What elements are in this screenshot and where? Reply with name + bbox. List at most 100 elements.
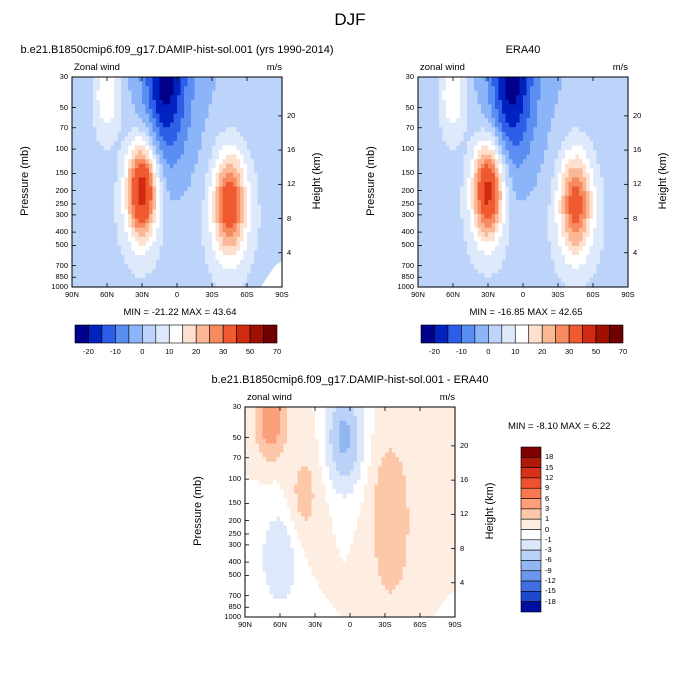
field-cell [428, 90, 433, 96]
field-cell [138, 259, 143, 265]
field-cell [215, 259, 220, 265]
field-cell [86, 81, 91, 87]
field-cell [558, 182, 563, 188]
field-cell [519, 108, 524, 115]
field-cell [149, 282, 154, 288]
field-cell [547, 168, 552, 174]
field-cell [614, 150, 619, 156]
field-cell [586, 90, 591, 96]
field-cell [568, 168, 573, 174]
field-cell [233, 186, 238, 192]
field-cell [607, 150, 612, 156]
field-cell [523, 200, 528, 206]
field-cell [467, 150, 472, 156]
field-cell [491, 131, 496, 137]
field-cell [579, 145, 584, 151]
field-cell [610, 163, 615, 169]
field-cell [516, 209, 521, 215]
field-cell [610, 131, 615, 137]
field-cell [460, 145, 465, 151]
field-cell [236, 154, 241, 160]
field-cell [250, 264, 255, 270]
field-cell [463, 104, 468, 110]
field-cell [201, 136, 206, 142]
field-cell [502, 81, 507, 87]
field-cell [243, 259, 248, 265]
field-cell [442, 168, 447, 174]
field-cell [544, 218, 549, 224]
field-cell [435, 223, 440, 229]
field-cell [484, 90, 489, 96]
field-cell [177, 213, 182, 220]
field-cell [107, 241, 112, 247]
field-cell [159, 150, 164, 156]
field-cell [484, 204, 489, 210]
field-cell [159, 81, 164, 87]
field-cell [586, 159, 591, 165]
field-cell [229, 218, 234, 224]
field-cell [544, 213, 549, 220]
field-cell [191, 104, 196, 110]
field-cell [107, 218, 112, 224]
field-cell [152, 145, 157, 151]
field-cell [131, 213, 136, 220]
field-cell [474, 104, 479, 110]
field-cell [180, 172, 185, 179]
field-cell [100, 200, 105, 206]
field-cell [491, 232, 496, 238]
field-cell [484, 168, 489, 174]
field-cell [103, 77, 108, 83]
field-cell [586, 154, 591, 160]
field-cell [579, 200, 584, 206]
field-cell [201, 209, 206, 215]
field-cell [264, 104, 269, 110]
field-cell [79, 200, 84, 206]
field-cell [561, 200, 566, 206]
field-cell [554, 127, 559, 133]
field-cell [516, 136, 521, 142]
field-cell [453, 95, 458, 101]
field-cell [509, 163, 514, 169]
field-cell [152, 213, 157, 220]
field-cell [442, 108, 447, 115]
field-cell [446, 177, 451, 183]
field-cell [596, 99, 601, 105]
field-cell [121, 177, 126, 183]
field-cell [138, 195, 143, 201]
field-cell [526, 195, 531, 201]
field-cell [537, 159, 542, 165]
field-cell [131, 90, 136, 96]
field-cell [236, 245, 241, 252]
field-cell [593, 218, 598, 224]
field-cell [582, 172, 587, 179]
field-cell [145, 223, 150, 229]
field-cell [82, 245, 87, 252]
field-cell [586, 182, 591, 188]
field-cell [250, 255, 255, 261]
field-cell [170, 154, 175, 160]
field-cell [498, 108, 503, 115]
field-cell [432, 159, 437, 165]
field-cell [509, 81, 514, 87]
field-cell [589, 236, 594, 242]
field-cell [257, 140, 262, 147]
field-cell [170, 191, 175, 197]
field-cell [187, 195, 192, 201]
field-cell [582, 113, 587, 119]
field-cell [565, 236, 570, 242]
field-cell [215, 131, 220, 137]
field-cell [603, 186, 608, 192]
field-cell [215, 255, 220, 261]
field-cell [236, 277, 241, 284]
field-cell [502, 191, 507, 197]
field-cell [540, 145, 545, 151]
field-cell [149, 145, 154, 151]
field-cell [191, 273, 196, 279]
field-cell [247, 182, 252, 188]
field-cell [114, 264, 119, 270]
field-cell [243, 209, 248, 215]
field-cell [187, 104, 192, 110]
field-cell [114, 273, 119, 279]
field-cell [261, 150, 266, 156]
field-cell [624, 145, 629, 151]
